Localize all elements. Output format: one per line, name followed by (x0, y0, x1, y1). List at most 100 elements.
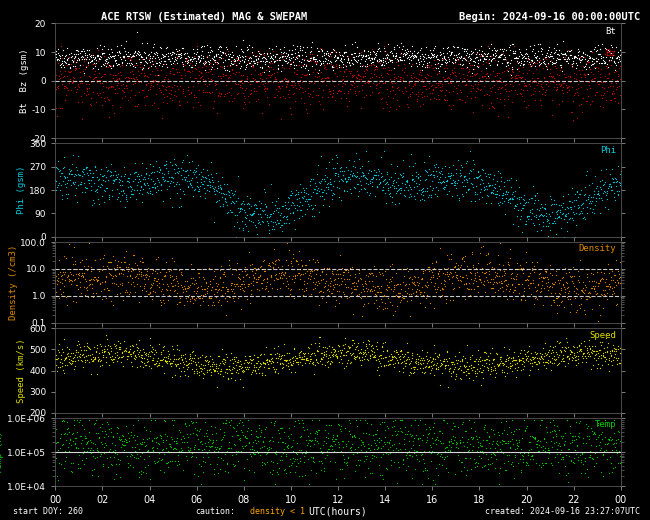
Point (543, 78, 553, 86)
Point (94, 200, 104, 209)
Point (138, 282, 149, 290)
Point (322, 180, 332, 189)
Point (421, 438, 431, 446)
Point (384, 58, 394, 67)
Point (509, 275, 519, 283)
Point (106, 167, 116, 176)
Point (167, 64, 177, 72)
Point (66, 466, 76, 475)
Point (558, 283, 569, 292)
Point (75, 92, 86, 100)
Point (68, 271, 78, 279)
Point (573, 84, 584, 92)
Point (541, 222, 551, 230)
Point (484, 433, 494, 441)
Point (294, 198, 305, 206)
Point (610, 85, 621, 93)
Point (496, 50, 506, 58)
Point (258, 50, 268, 58)
Point (451, 168, 462, 177)
Point (228, 423, 239, 431)
Point (562, 218, 572, 226)
Point (535, 355, 545, 363)
Point (453, 59, 463, 68)
Point (88, 420, 99, 428)
Point (190, 63, 200, 72)
Point (257, 75, 268, 83)
Point (83, 166, 94, 174)
Y-axis label: Bt  Bz (gsm): Bt Bz (gsm) (20, 48, 29, 113)
Point (224, 361, 234, 370)
Point (172, 46, 183, 55)
Point (321, 50, 332, 58)
Point (547, 54, 558, 62)
Point (64, 355, 75, 363)
Point (164, 271, 175, 279)
Point (226, 186, 237, 194)
Point (256, 109, 266, 118)
Point (174, 101, 184, 109)
Point (562, 190, 573, 198)
Point (545, 282, 555, 291)
Point (581, 59, 592, 68)
Point (181, 422, 191, 430)
Point (106, 258, 116, 266)
Point (248, 63, 258, 72)
Point (220, 49, 230, 58)
Point (320, 63, 330, 71)
Point (395, 346, 406, 354)
Point (292, 459, 303, 467)
Point (226, 84, 236, 93)
Point (222, 62, 233, 70)
Point (100, 56, 110, 64)
Point (486, 52, 496, 60)
Point (331, 56, 341, 64)
Point (165, 442, 176, 450)
Point (304, 256, 314, 264)
Point (385, 456, 396, 464)
Point (297, 46, 307, 55)
Point (64, 50, 74, 58)
Point (494, 361, 504, 369)
Point (172, 341, 183, 349)
Point (422, 53, 433, 61)
Point (443, 46, 454, 55)
Point (513, 71, 523, 79)
Point (99, 49, 109, 58)
Point (188, 55, 198, 63)
Point (579, 305, 590, 314)
Point (89, 162, 99, 170)
Point (237, 428, 247, 436)
Point (313, 347, 323, 355)
Point (324, 441, 335, 450)
Point (144, 434, 154, 442)
Point (203, 80, 214, 88)
Point (134, 88, 144, 96)
Point (528, 90, 538, 98)
Point (66, 170, 76, 178)
Point (571, 59, 582, 68)
Point (94, 183, 105, 191)
Point (166, 433, 176, 441)
Point (64, 447, 74, 456)
Point (413, 170, 424, 178)
Point (585, 197, 595, 205)
Point (547, 283, 557, 291)
Point (173, 359, 183, 368)
Point (86, 444, 96, 452)
Point (558, 357, 568, 365)
Point (393, 292, 404, 301)
Point (368, 270, 378, 279)
Point (341, 442, 351, 450)
Point (335, 251, 345, 259)
Point (404, 162, 414, 171)
Point (607, 346, 618, 355)
Point (606, 54, 617, 62)
Point (356, 181, 366, 189)
Point (605, 459, 616, 467)
Text: ACE RTSW (Estimated) MAG & SWEPAM: ACE RTSW (Estimated) MAG & SWEPAM (101, 12, 307, 22)
Point (331, 352, 341, 360)
Point (102, 334, 112, 343)
Point (140, 361, 150, 370)
Point (566, 272, 577, 281)
